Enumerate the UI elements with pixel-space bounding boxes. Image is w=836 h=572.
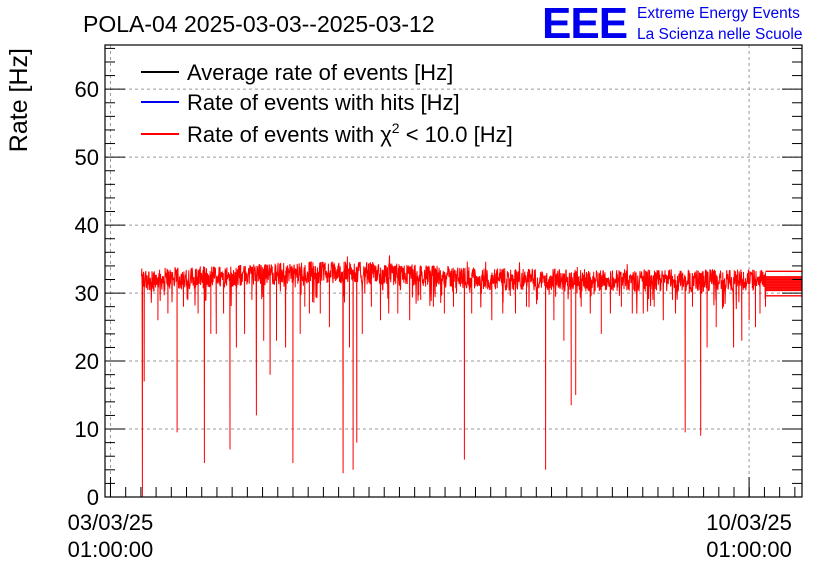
legend-chi-symbol: χ — [380, 122, 392, 147]
axis-layer: 010203040506003/03/2501:00:0010/03/2501:… — [68, 47, 802, 562]
x-tick-date: 10/03/25 — [706, 510, 792, 535]
series-chi2-line — [141, 255, 767, 498]
y-tick-label: 0 — [87, 485, 99, 510]
y-tick-label: 60 — [75, 77, 99, 102]
logo-mark: EEE — [542, 0, 627, 48]
x-tick-time: 01:00:00 — [68, 537, 154, 562]
x-tick-date: 03/03/25 — [68, 510, 154, 535]
logo-line-2: La Scienza nelle Scuole — [637, 26, 802, 43]
data-layer — [141, 255, 802, 498]
y-tick-label: 30 — [75, 281, 99, 306]
y-axis-label: Rate [Hz] — [5, 48, 33, 152]
y-tick-label: 40 — [75, 213, 99, 238]
chart-title: POLA-04 2025-03-03--2025-03-12 — [83, 11, 435, 37]
y-tick-label: 10 — [75, 417, 99, 442]
legend-label-prefix: Rate of events with — [187, 122, 380, 147]
series-chi2-tail-band — [765, 276, 802, 291]
y-tick-label: 50 — [75, 145, 99, 170]
y-tick-label: 20 — [75, 349, 99, 374]
legend: Average rate of events [Hz] Rate of event… — [141, 60, 513, 147]
legend-label-2: Rate of events with χ2 < 10.0 [Hz] — [187, 120, 513, 147]
plot-frame — [104, 44, 803, 498]
legend-label-suffix: < 10.0 [Hz] — [400, 122, 513, 147]
logo-line-1: Extreme Energy Events — [637, 5, 800, 22]
legend-label-1: Rate of events with hits [Hz] — [187, 90, 460, 115]
eee-logo: EEE Extreme Energy Events La Scienza nel… — [542, 0, 802, 48]
legend-label-0: Average rate of events [Hz] — [187, 60, 453, 85]
legend-superscript: 2 — [392, 120, 400, 136]
x-tick-time: 01:00:00 — [706, 537, 792, 562]
